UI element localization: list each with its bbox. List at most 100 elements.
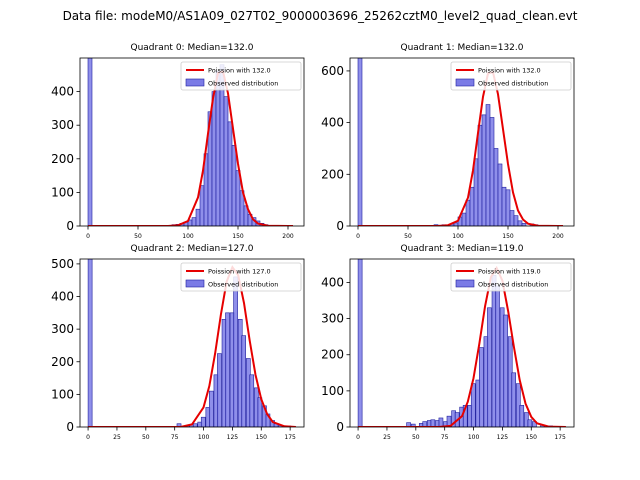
quadrant-1-bar-8 bbox=[465, 199, 471, 226]
quadrant-1-bar-18 bbox=[505, 189, 511, 226]
quadrant-3-legend-poisson-label: Poission with 119.0 bbox=[478, 268, 541, 276]
quadrant-3-xtick-label: 150 bbox=[526, 434, 538, 441]
quadrant-0-ytick-label: 400 bbox=[51, 85, 74, 99]
quadrant-2-legend-observed-label: Observed distribution bbox=[208, 281, 278, 289]
quadrant-2-bar-18 bbox=[249, 374, 255, 427]
quadrant-0-xtick-label: 200 bbox=[282, 233, 294, 240]
quadrant-0-legend-poisson-label: Poission with 132.0 bbox=[208, 67, 271, 75]
quadrant-1-ytick-label: 200 bbox=[321, 167, 344, 181]
quadrant-3-bar-4 bbox=[422, 421, 428, 427]
quadrant-1-poisson-line bbox=[358, 70, 563, 226]
quadrant-0-xtick-label: 0 bbox=[86, 233, 90, 240]
quadrant-3-bar-1 bbox=[406, 422, 411, 427]
quadrant-3-ytick-label: 300 bbox=[321, 312, 344, 326]
quadrant-0-axes-frame bbox=[79, 57, 305, 227]
quadrant-0-ytick-label: 200 bbox=[51, 152, 74, 166]
quadrant-1-ytick-label: 0 bbox=[336, 219, 344, 233]
quadrant-0-bar-9 bbox=[199, 185, 205, 226]
quadrant-1-bar-15 bbox=[493, 148, 499, 226]
quadrant-panels: 0 50 100 150 200 0 100 200 300 400 Quadrant 0: Med… bbox=[51, 43, 575, 441]
quadrant-3-bar-30 bbox=[527, 419, 533, 427]
quadrant-2-xtick-label: 175 bbox=[284, 434, 296, 441]
quadrant-2-bar-8 bbox=[209, 390, 214, 427]
quadrant-1-legend-poisson-label: Poission with 132.0 bbox=[478, 67, 541, 75]
quadrant-2-bar-14 bbox=[233, 276, 238, 427]
figure-suptitle: Data file: modeM0/AS1A09_027T02_90000036… bbox=[63, 9, 578, 23]
quadrant-1-bar-0 bbox=[357, 58, 363, 226]
quadrant-3-xtick-label: 50 bbox=[412, 434, 420, 441]
quadrant-3-bar-20 bbox=[487, 307, 492, 427]
quadrant-0-poisson-line bbox=[88, 70, 293, 226]
quadrant-2-bar-12 bbox=[225, 312, 230, 427]
quadrant-1-bar-14 bbox=[489, 117, 495, 226]
quadrant-0-legend-observed-swatch bbox=[185, 78, 205, 87]
quadrant-1-legend: Poission with 132.0 Observed distribution bbox=[450, 61, 572, 91]
quadrant-1-bar-13 bbox=[485, 104, 491, 226]
quadrant-2-xtick-label: 125 bbox=[227, 434, 239, 441]
quadrant-3-bar-0 bbox=[357, 259, 363, 427]
quadrant-2-xtick-label: 0 bbox=[86, 434, 90, 441]
quadrant-0-title: Quadrant 0: Median=132.0 bbox=[131, 43, 254, 53]
quadrant-1-panel: 0 50 100 150 200 0 200 400 600 Quadrant 1: Median… bbox=[321, 43, 575, 240]
quadrant-1-ytick-label: 400 bbox=[321, 116, 344, 130]
quadrant-2-xtick-label: 150 bbox=[256, 434, 268, 441]
quadrant-1-bar-20 bbox=[513, 215, 519, 226]
quadrant-1-plot-area bbox=[357, 58, 563, 226]
quadrant-2-bar-20 bbox=[257, 397, 263, 427]
quadrant-1-bar-17 bbox=[501, 186, 507, 226]
quadrant-2-ytick-label: 300 bbox=[51, 322, 74, 336]
quadrant-2-axes-frame bbox=[79, 258, 305, 428]
quadrant-2-xtick-label: 25 bbox=[113, 434, 121, 441]
quadrant-2-bar-10 bbox=[217, 353, 222, 427]
quadrant-0-bar-12 bbox=[211, 91, 217, 226]
quadrant-1-bar-12 bbox=[481, 114, 487, 226]
quadrant-3-bar-2 bbox=[410, 423, 416, 427]
quadrant-3-xtick-label: 100 bbox=[468, 434, 480, 441]
quadrant-2-legend-poisson-label: Poission with 127.0 bbox=[208, 268, 271, 276]
quadrant-3-bar-28 bbox=[519, 405, 525, 427]
quadrant-3-bar-24 bbox=[503, 314, 508, 427]
quadrant-0-bar-16 bbox=[227, 121, 233, 226]
quadrant-3-bar-22 bbox=[495, 285, 500, 427]
quadrant-1-xtick-label: 50 bbox=[404, 233, 412, 240]
quadrant-2-plot-area bbox=[87, 259, 296, 427]
quadrant-0-plot-area bbox=[87, 58, 293, 226]
quadrant-0-bar-18 bbox=[235, 170, 241, 226]
quadrant-1-xtick-label: 100 bbox=[452, 233, 464, 240]
quadrant-3-panel: 0 25 50 75 100 125 150 175 0 100 200 300 400 Quadrant… bbox=[321, 244, 575, 441]
quadrant-0-legend: Poission with 132.0 Observed distribution bbox=[180, 61, 302, 91]
quadrant-3-ytick-label: 200 bbox=[321, 348, 344, 362]
quadrant-0-xtick-label: 150 bbox=[232, 233, 244, 240]
quadrant-2-ytick-label: 0 bbox=[66, 420, 74, 434]
quadrant-1-bar-19 bbox=[509, 210, 515, 226]
quadrant-2-legend-box bbox=[180, 262, 302, 292]
quadrant-1-bar-16 bbox=[497, 163, 503, 226]
quadrant-1-bar-7 bbox=[461, 212, 467, 226]
quadrant-2-bar-4 bbox=[192, 423, 198, 427]
quadrant-1-axes-frame bbox=[349, 57, 575, 227]
quadrant-2-ytick-label: 500 bbox=[51, 257, 74, 271]
quadrant-1-title: Quadrant 1: Median=132.0 bbox=[401, 43, 524, 53]
quadrant-1-legend-observed-label: Observed distribution bbox=[478, 80, 548, 88]
quadrant-3-bar-26 bbox=[511, 372, 516, 427]
quadrant-0-legend-observed-label: Observed distribution bbox=[208, 80, 278, 88]
quadrant-3-legend-box bbox=[450, 262, 572, 292]
quadrant-3-bar-18 bbox=[479, 347, 484, 427]
quadrant-1-bar-11 bbox=[477, 124, 483, 226]
quadrant-0-ytick-label: 0 bbox=[66, 219, 74, 233]
quadrant-1-xtick-label: 150 bbox=[502, 233, 514, 240]
quadrant-1-ytick-label: 600 bbox=[321, 64, 344, 78]
quadrant-3-legend-observed-label: Observed distribution bbox=[478, 281, 548, 289]
quadrant-3-ytick-label: 400 bbox=[321, 275, 344, 289]
quadrant-3-ytick-label: 0 bbox=[336, 420, 344, 434]
quadrant-2-xtick-label: 50 bbox=[142, 434, 150, 441]
quadrant-3-xtick-label: 175 bbox=[554, 434, 566, 441]
quadrant-2-ytick-label: 100 bbox=[51, 387, 74, 401]
quadrant-2-legend: Poission with 127.0 Observed distribution bbox=[180, 262, 302, 292]
quadrant-0-ytick-label: 300 bbox=[51, 118, 74, 132]
quadrant-2-bar-6 bbox=[200, 416, 206, 427]
quadrant-3-bar-8 bbox=[438, 417, 444, 427]
quadrant-1-xtick-label: 200 bbox=[552, 233, 564, 240]
quadrant-0-bar-15 bbox=[223, 96, 229, 226]
